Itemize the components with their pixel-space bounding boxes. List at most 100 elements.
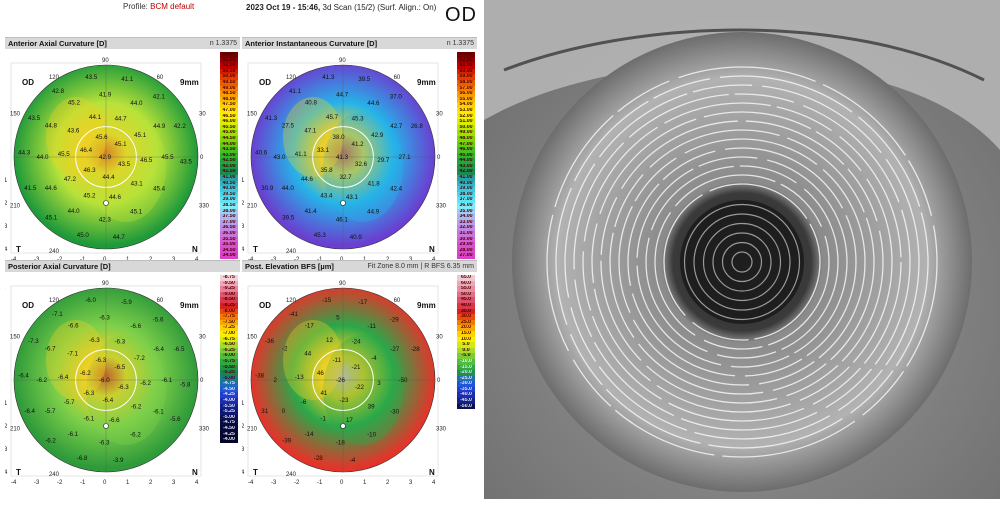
topography-map[interactable]: 4-43-32-21-100-11-22-33-4490120601503002… [5, 272, 217, 504]
scale-step: -30.0 [457, 381, 475, 387]
y-tick-label: -1 [242, 178, 245, 184]
map-value: 37.0 [390, 93, 403, 100]
angle-label: 60 [157, 298, 164, 304]
scale-step: 48.50 [220, 91, 238, 97]
y-tick-label: -1 [5, 401, 8, 407]
map-value: -5.7 [45, 408, 56, 415]
scale-step: 34.00 [220, 253, 238, 259]
scale-step: 42.00 [220, 163, 238, 170]
profile-value[interactable]: BCM default [150, 2, 195, 11]
panel-anterior-instantaneous: Anterior Instantaneous Curvature [D] n 1.… [242, 37, 477, 282]
scale-step: -4.25 [220, 431, 238, 438]
panel-title: Anterior Instantaneous Curvature [D] n 1.… [242, 37, 477, 49]
map-value: -5.7 [64, 399, 75, 406]
y-tick-label: -1 [242, 401, 245, 407]
map-value: -36 [265, 338, 275, 345]
map-value: 44.0 [130, 100, 143, 107]
scale-step: 35.50 [220, 236, 238, 243]
placido-ring [618, 138, 866, 386]
map-value: -50 [399, 377, 409, 384]
y-tick-label: 1 [242, 355, 243, 361]
angle-label: 0 [200, 155, 204, 161]
pupil-center-marker [340, 200, 346, 206]
scale-step: -5.00 [220, 375, 238, 382]
temporal-label: T [16, 245, 21, 254]
scale-step: -8.50 [220, 297, 238, 303]
pupil-center-marker [103, 423, 109, 429]
angle-label: 90 [339, 281, 346, 287]
map-value: -6.6 [68, 323, 79, 330]
topography-map[interactable]: 4-43-32-21-100-11-22-33-4490120601503002… [5, 49, 217, 281]
map-value: 45.6 [96, 134, 109, 141]
y-tick-label: 4 [242, 286, 243, 292]
panel-posterior-axial: Posterior Axial Curvature [D]4-43-32-21-… [5, 260, 240, 505]
topography-map[interactable]: 4-43-32-21-100-11-22-33-4490120601503002… [242, 272, 454, 504]
scale-step: 43.00 [457, 163, 475, 170]
map-value: -11 [367, 323, 376, 330]
map-value: 42.9 [371, 132, 384, 139]
scale-step: -8.75 [220, 275, 238, 281]
map-frame [10, 285, 202, 477]
map-value: -5.8 [180, 381, 191, 388]
angle-label: 60 [394, 75, 401, 81]
map-value: -6.2 [140, 380, 151, 387]
scale-step: -5.0 [457, 353, 475, 359]
map-value: -6.4 [153, 346, 164, 353]
map-value: 42.8 [52, 88, 65, 95]
topography-map[interactable]: 4-43-32-21-100-11-22-33-4490120601503002… [242, 49, 454, 281]
map-value: 43.5 [118, 161, 131, 168]
map-value: -6.1 [83, 415, 94, 422]
map-value: 44 [304, 350, 311, 357]
placido-ring [627, 147, 857, 377]
scale-step: -7.25 [220, 325, 238, 331]
panel-title: Posterior Axial Curvature [D] [5, 260, 240, 272]
scale-step: 63.00 [457, 52, 475, 58]
map-value: 43.6 [67, 127, 80, 134]
scale-step: 42.50 [220, 158, 238, 164]
map-value: -6.3 [83, 390, 94, 397]
map-value: 41.4 [305, 208, 318, 215]
map-value: 5 [336, 314, 340, 321]
map-value: 44.6 [109, 194, 122, 201]
map-value: 41.1 [295, 151, 308, 158]
scale-step: 0.0 [457, 347, 475, 354]
nasal-label: N [429, 468, 435, 477]
scale-step: -45.0 [457, 398, 475, 404]
scale-step: 41.50 [220, 169, 238, 176]
scale-step: 39.00 [457, 186, 475, 192]
eye-placido-image[interactable] [484, 0, 1000, 499]
y-tick-label: 0 [5, 155, 6, 161]
map-value: 27.5 [282, 123, 295, 130]
scale-step: 39.50 [220, 191, 238, 198]
map-value: -15 [322, 297, 332, 304]
angle-label: 150 [247, 112, 258, 118]
scale-step: -5.50 [220, 364, 238, 371]
scale-step: 56.00 [457, 91, 475, 97]
map-value: 41.8 [368, 181, 381, 188]
y-tick-label: 2 [5, 332, 6, 338]
scale-step: -35.0 [457, 386, 475, 393]
scale-step: 62.00 [457, 57, 475, 64]
scale-step: 34.00 [457, 214, 475, 220]
angle-label: 330 [436, 427, 447, 433]
map-value: 44.0 [282, 185, 295, 192]
y-tick-label: -3 [5, 224, 8, 230]
angle-label: 330 [436, 204, 447, 210]
map-value: 44.7 [115, 116, 128, 123]
angle-label: 330 [199, 204, 210, 210]
nasal-label: N [192, 245, 198, 254]
x-tick-label: 0 [103, 480, 107, 486]
map-value: -6.1 [153, 408, 164, 415]
map-value: -6.3 [89, 337, 100, 344]
map-value: -6.7 [45, 346, 56, 353]
scale-step: 15.0 [457, 330, 475, 337]
pupil-center-marker [340, 423, 346, 429]
y-tick-label: 1 [242, 132, 243, 138]
y-tick-label: 3 [5, 86, 6, 92]
scale-step: 30.0 [457, 314, 475, 320]
panel-title-text: Anterior Axial Curvature [D] [8, 39, 107, 48]
upper-eyelid [484, 0, 1000, 150]
x-tick-label: -1 [80, 480, 86, 486]
map-value: -6.5 [174, 346, 185, 353]
map-value: -5.6 [153, 316, 164, 323]
